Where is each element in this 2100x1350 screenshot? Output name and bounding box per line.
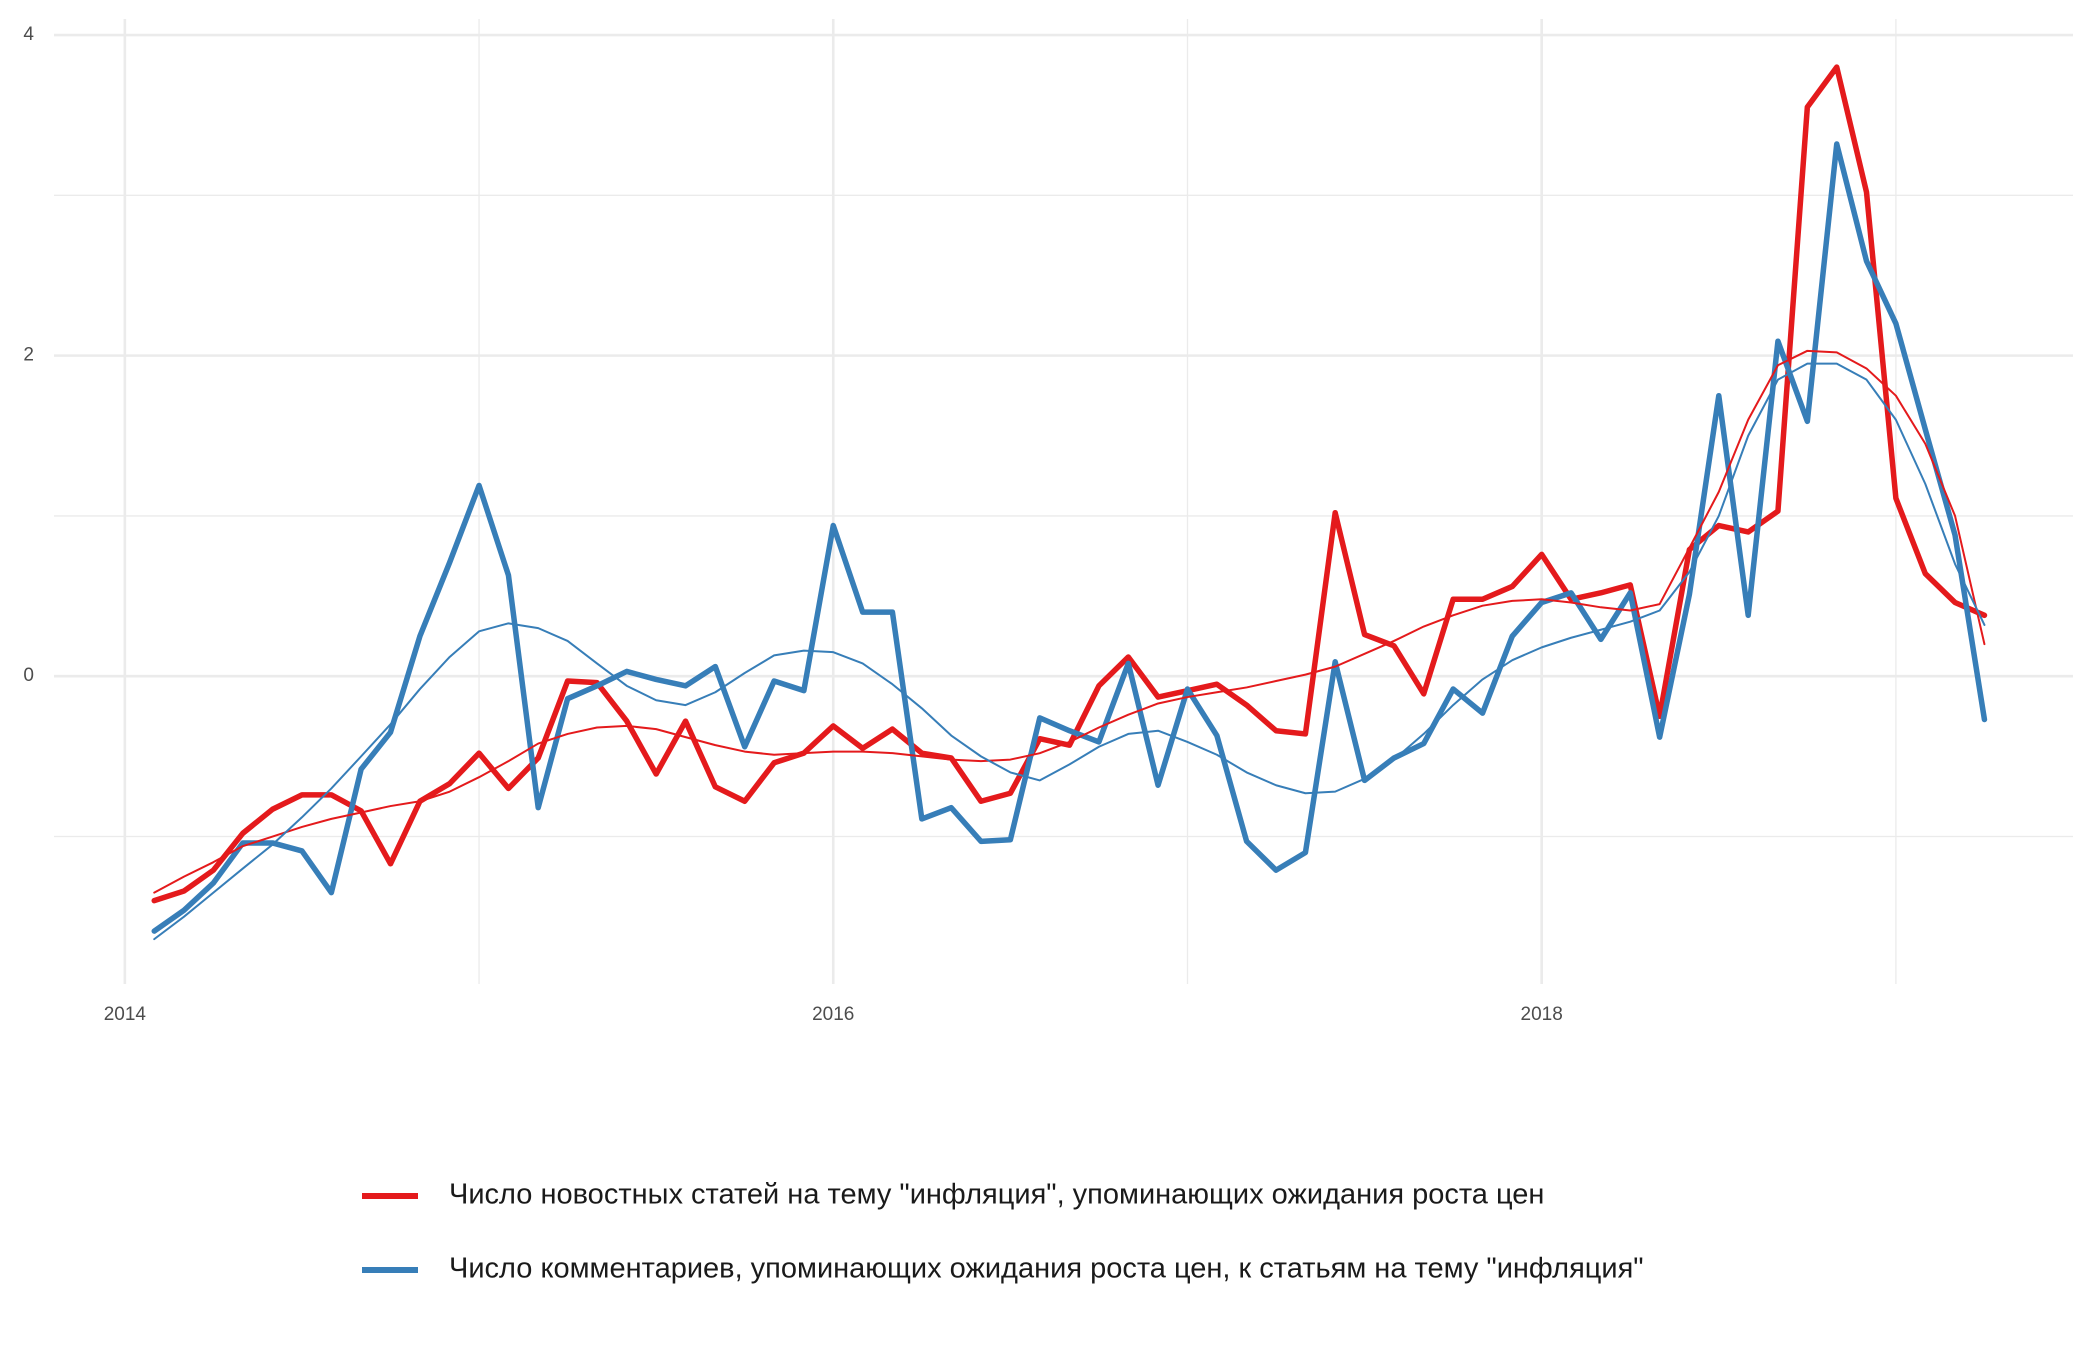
x-tick-label: 2018 [1521, 1004, 1563, 1025]
legend-label: Число комментариев, упоминающих ожидания… [449, 1253, 1644, 1285]
y-tick-label: 2 [23, 345, 34, 366]
y-tick-label: 0 [23, 665, 34, 686]
series-line [153, 362, 1986, 941]
series-line [151, 64, 1988, 904]
x-tick-label: 2016 [812, 1004, 854, 1025]
series-line [153, 349, 1986, 894]
y-tick-label: 4 [23, 24, 34, 45]
series-line [151, 141, 1988, 934]
x-tick-label: 2014 [104, 1004, 147, 1025]
legend-label: Число новостных статей на тему "инфляция… [449, 1179, 1544, 1211]
